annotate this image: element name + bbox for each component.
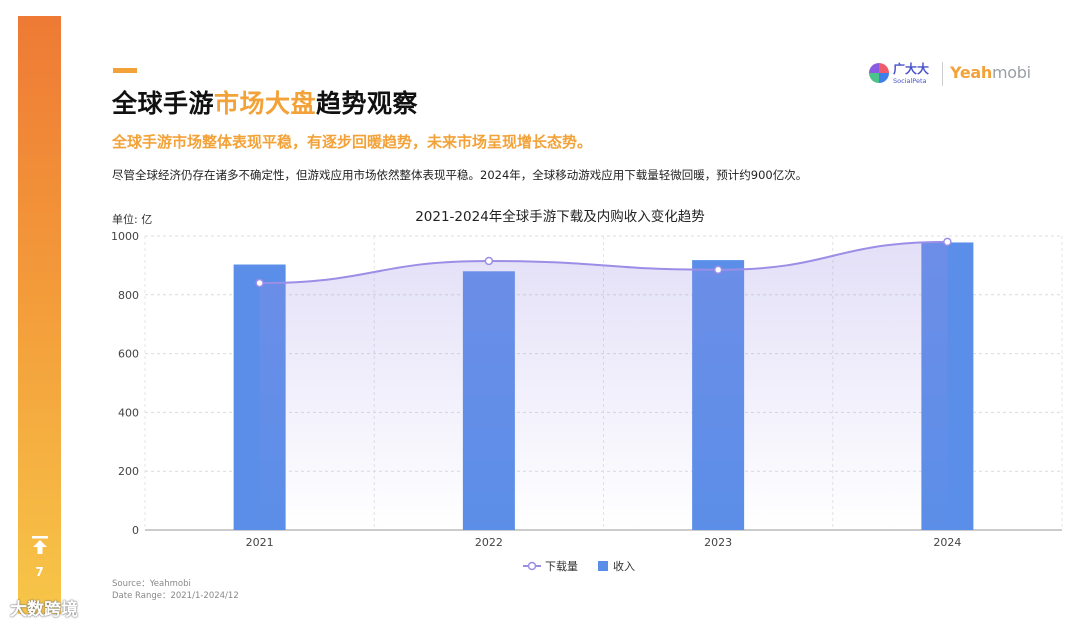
source-note: Source：Yeahmobi Date Range：2021/1-2024/1… xyxy=(112,578,239,602)
brand-logos: 广大大 SocialPeta Yeahmobi xyxy=(868,60,1048,88)
logo-brand-a: Yeah xyxy=(950,63,992,82)
page-number: 7 xyxy=(35,565,44,579)
logo-separator xyxy=(942,62,943,86)
arrow-up-icon[interactable] xyxy=(31,535,49,555)
x-tick-label: 2021 xyxy=(246,536,274,549)
x-tick-label: 2023 xyxy=(704,536,732,549)
y-tick-label: 1000 xyxy=(111,230,139,243)
line-point-2021 xyxy=(255,278,264,288)
page-subtitle: 全球手游市场整体表现平稳，有逐步回暖趋势，未来市场呈现增长态势。 xyxy=(112,133,593,151)
watermark-text: 大数跨境 xyxy=(10,600,78,620)
line-point-2024 xyxy=(943,237,952,247)
unit-label: 单位: 亿 xyxy=(112,213,153,226)
chart-title: 2021-2024年全球手游下载及内购收入变化趋势 xyxy=(415,209,705,225)
y-tick-label: 800 xyxy=(118,289,139,302)
line-area-fill xyxy=(259,241,948,530)
line-point-2022 xyxy=(484,256,494,266)
logo-sub-text: SocialPeta xyxy=(893,77,927,85)
title-highlight: 市场大盘 xyxy=(214,89,317,118)
x-tick-label: 2022 xyxy=(475,536,503,549)
page-description: 尽管全球经济仍存在诸多不确定性，但游戏应用市场依然整体表现平稳。2024年，全球… xyxy=(112,168,808,182)
line-point-2023 xyxy=(713,265,723,275)
logo-cn-text: 广大大 xyxy=(893,62,930,76)
y-tick-label: 200 xyxy=(118,465,139,478)
title-part-1: 全球手游 xyxy=(112,89,215,118)
y-tick-label: 0 xyxy=(132,524,139,537)
legend-line-marker xyxy=(527,561,537,571)
legend-label-downloads: 下载量 xyxy=(545,560,578,573)
page-title: 全球手游市场大盘趋势观察 xyxy=(112,84,418,120)
legend-bar-swatch xyxy=(598,561,608,571)
sidebar-strip xyxy=(18,16,61,614)
yeahmobi-logo: Yeahmobi xyxy=(950,63,1031,82)
source-line: Source：Yeahmobi xyxy=(112,579,191,589)
y-tick-label: 400 xyxy=(118,406,139,419)
y-tick-label: 600 xyxy=(118,348,139,361)
date-range-line: Date Range：2021/1-2024/12 xyxy=(112,591,239,601)
socialpeta-logo-icon xyxy=(869,63,889,83)
legend-label-revenue: 收入 xyxy=(613,559,635,573)
title-accent-bar xyxy=(113,68,137,73)
line-series-downloads xyxy=(259,240,948,285)
logo-brand-b: mobi xyxy=(991,63,1031,82)
x-tick-label: 2024 xyxy=(933,536,961,549)
title-part-2: 趋势观察 xyxy=(316,89,419,118)
